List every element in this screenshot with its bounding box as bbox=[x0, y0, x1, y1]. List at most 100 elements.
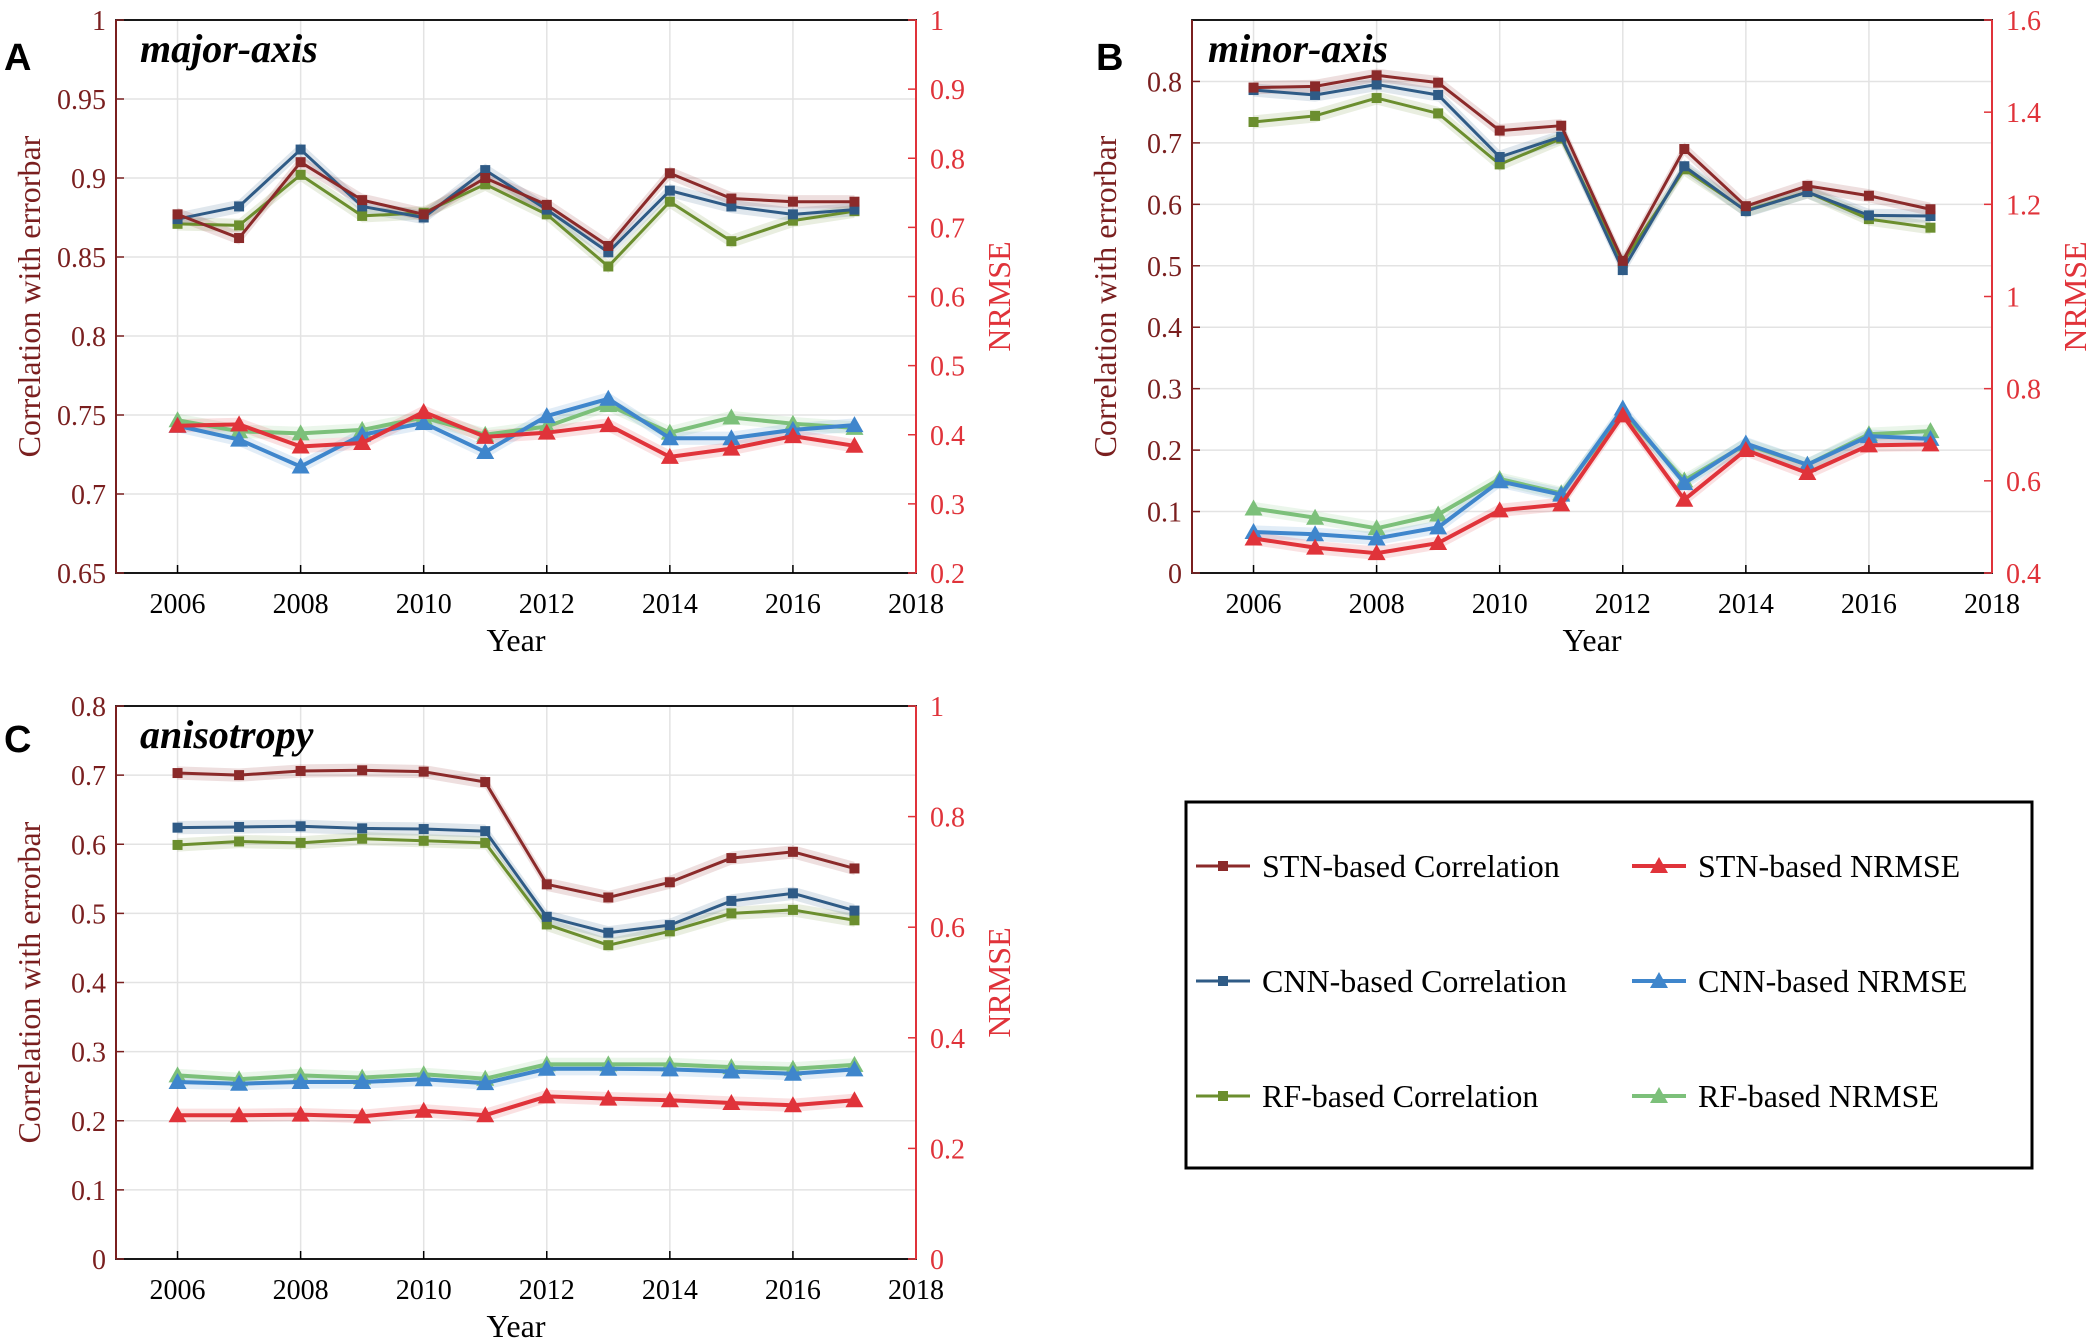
legend-label-rf-nrmse: RF-based NRMSE bbox=[1698, 1078, 1939, 1114]
y-tick-label: 0.8 bbox=[1147, 67, 1182, 98]
data-point-rf-corr bbox=[480, 837, 491, 848]
data-point-cnn-corr bbox=[849, 204, 860, 215]
data-point-rf-corr bbox=[418, 835, 429, 846]
data-point-cnn-corr bbox=[603, 247, 614, 258]
data-point-cnn-corr bbox=[295, 144, 306, 155]
data-point-stn-nrmse bbox=[353, 1107, 372, 1124]
data-point-stn-corr bbox=[172, 768, 183, 779]
data-point-cnn-corr bbox=[1556, 131, 1567, 142]
data-point-cnn-corr bbox=[1617, 265, 1628, 276]
data-point-stn-corr bbox=[1248, 82, 1259, 93]
data-point-stn-nrmse bbox=[1675, 490, 1694, 507]
series-line-rf-corr bbox=[177, 837, 855, 947]
y-tick-label: 0.65 bbox=[57, 559, 106, 590]
data-point-stn-nrmse bbox=[1921, 435, 1940, 452]
y2-tick-label: 0.5 bbox=[930, 352, 965, 383]
data-point-cnn-corr bbox=[357, 201, 368, 212]
y-tick-label: 0.5 bbox=[1147, 252, 1182, 283]
data-point-cnn-corr bbox=[664, 920, 675, 931]
data-point-stn-nrmse bbox=[1367, 544, 1386, 561]
y2-tick-label: 0.7 bbox=[930, 213, 965, 244]
y2-tick-label: 0.8 bbox=[2006, 375, 2041, 406]
data-point-cnn-corr bbox=[726, 201, 737, 212]
y-tick-label: 0.3 bbox=[1147, 375, 1182, 406]
data-point-rf-corr bbox=[295, 169, 306, 180]
data-point-cnn-corr bbox=[295, 821, 306, 832]
data-point-stn-nrmse bbox=[599, 1089, 618, 1106]
data-point-stn-nrmse bbox=[1613, 406, 1632, 423]
series-errorband-stn-nrmse bbox=[1253, 408, 1931, 560]
data-point-stn-corr bbox=[295, 765, 306, 776]
y2-tick-label: 0.6 bbox=[930, 913, 965, 944]
y-tick-label: 0.2 bbox=[1147, 436, 1182, 467]
data-point-cnn-nrmse bbox=[230, 1074, 249, 1091]
data-point-cnn-nrmse bbox=[476, 1074, 495, 1091]
legend-box bbox=[1184, 800, 2034, 1170]
series-line-cnn-nrmse bbox=[1253, 406, 1931, 541]
data-point-stn-corr bbox=[541, 199, 552, 210]
data-point-stn-nrmse bbox=[168, 416, 187, 433]
data-point-stn-corr bbox=[418, 209, 429, 220]
data-point-rf-nrmse bbox=[1429, 505, 1448, 522]
data-point-cnn-nrmse bbox=[1490, 472, 1509, 489]
data-point-cnn-nrmse bbox=[1367, 529, 1386, 546]
x-tick-label: 2006 bbox=[150, 1275, 206, 1306]
data-point-cnn-nrmse bbox=[291, 1073, 310, 1090]
data-point-stn-corr bbox=[664, 877, 675, 888]
series-line-cnn-corr bbox=[177, 824, 855, 935]
data-point-stn-corr bbox=[357, 195, 368, 206]
data-point-cnn-corr bbox=[1802, 187, 1813, 198]
data-point-rf-corr bbox=[849, 915, 860, 926]
data-point-stn-nrmse bbox=[1429, 534, 1448, 551]
x-tick-label: 2012 bbox=[519, 1275, 575, 1306]
y-tick-label: 0.9 bbox=[71, 164, 106, 195]
data-point-rf-corr bbox=[603, 940, 614, 951]
data-point-rf-corr bbox=[541, 919, 552, 930]
data-point-rf-corr bbox=[172, 839, 183, 850]
data-point-stn-corr bbox=[172, 209, 183, 220]
y2-tick-label: 1.2 bbox=[2006, 190, 2041, 221]
data-point-rf-corr bbox=[1925, 222, 1936, 233]
x-tick-label: 2018 bbox=[888, 1275, 944, 1306]
data-point-rf-nrmse bbox=[291, 424, 310, 441]
data-point-cnn-nrmse bbox=[660, 429, 679, 446]
legend-label-stn-correlation: STN-based Correlation bbox=[1262, 848, 1560, 884]
data-point-cnn-corr bbox=[357, 823, 368, 834]
series-line-rf-corr bbox=[177, 173, 855, 268]
y2-axis-label-b: NRMSE bbox=[2057, 241, 2093, 351]
x-axis-label-a: Year bbox=[487, 622, 546, 658]
y-tick-label: 0.7 bbox=[1147, 129, 1182, 160]
data-point-stn-nrmse bbox=[1306, 538, 1325, 555]
legend-marker-cnn-nrmse bbox=[1650, 972, 1668, 988]
series-line-rf-nrmse bbox=[177, 403, 855, 437]
data-point-cnn-corr bbox=[1310, 89, 1321, 100]
data-point-cnn-corr bbox=[603, 927, 614, 938]
data-point-stn-nrmse bbox=[353, 434, 372, 451]
data-point-stn-nrmse bbox=[476, 427, 495, 444]
data-point-cnn-corr bbox=[726, 895, 737, 906]
data-point-cnn-nrmse bbox=[845, 1060, 864, 1077]
data-point-stn-nrmse bbox=[1490, 501, 1509, 518]
series-errorband-rf-corr bbox=[177, 832, 855, 952]
data-point-cnn-nrmse bbox=[599, 389, 618, 406]
y2-tick-label: 0 bbox=[930, 1245, 944, 1276]
data-point-cnn-nrmse bbox=[1798, 455, 1817, 472]
x-tick-label: 2016 bbox=[765, 589, 821, 620]
data-point-stn-nrmse bbox=[291, 1105, 310, 1122]
x-tick-label: 2010 bbox=[1472, 589, 1528, 620]
y-tick-label: 0.85 bbox=[57, 243, 106, 274]
data-point-rf-corr bbox=[726, 236, 737, 247]
x-tick-label: 2018 bbox=[1964, 589, 2020, 620]
panel-letter-a: A bbox=[4, 37, 31, 79]
data-point-cnn-corr bbox=[664, 185, 675, 196]
legend-item-rf-nrmse: RF-based NRMSE bbox=[1632, 1078, 1939, 1114]
x-axis-label-c: Year bbox=[487, 1308, 546, 1344]
legend: STN-based Correlation STN-based NRMSE CN… bbox=[1184, 800, 2034, 1170]
data-point-stn-nrmse bbox=[722, 439, 741, 456]
y-tick-label: 0.4 bbox=[71, 969, 106, 1000]
data-point-stn-nrmse bbox=[1736, 440, 1755, 457]
data-point-stn-nrmse bbox=[845, 436, 864, 453]
y-tick-label: 0.5 bbox=[71, 899, 106, 930]
y2-tick-label: 1.6 bbox=[2006, 6, 2041, 37]
